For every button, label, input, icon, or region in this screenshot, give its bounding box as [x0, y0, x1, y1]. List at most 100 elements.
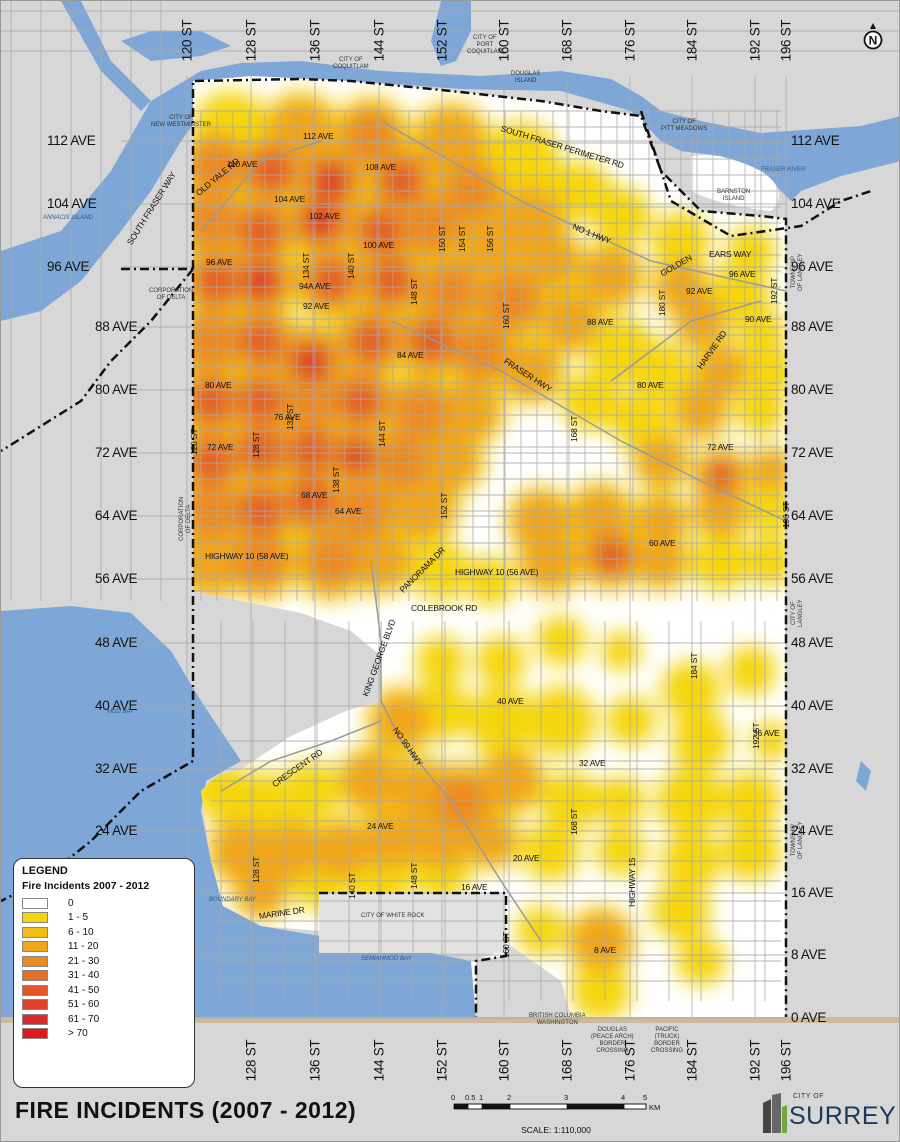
interior-road-label-12: 96 AVE [729, 269, 756, 279]
legend-swatch [22, 941, 48, 953]
logo-mark-icon [763, 1093, 787, 1133]
heat-blob-58-level-4 [343, 443, 369, 469]
heat-blob-83-level-0 [691, 531, 751, 591]
heat-blob-15-level-2 [193, 195, 237, 247]
interior-road-label-8: 92 AVE [303, 301, 330, 311]
street-label-bottom-2: 144 ST [371, 1039, 387, 1082]
interior-street-label-7: 180 ST [657, 289, 667, 316]
street-label-top-7: 176 ST [622, 19, 638, 62]
avenue-label-right-1: 104 AVE [791, 196, 841, 211]
legend-swatch [22, 897, 48, 909]
heat-blob-59-level-2 [375, 435, 427, 487]
place-label-6: CORPORATION OF DELTA [149, 288, 194, 301]
street-label-bottom-7: 184 ST [684, 1039, 700, 1082]
place-label-3: CITY OF NEW WESTMINSTER [151, 115, 211, 128]
scale-tick-label: 1 [479, 1093, 484, 1102]
interior-street-label-4: 154 ST [457, 225, 467, 252]
interior-street-label-20: 128 ST [251, 856, 261, 883]
avenue-label-right-13: 8 AVE [791, 947, 827, 962]
avenue-label-right-11: 24 AVE [791, 823, 834, 838]
avenue-label-right-3: 88 AVE [791, 319, 834, 334]
legend-swatch [22, 955, 48, 967]
heat-blob-19-level-2 [405, 200, 457, 252]
heat-blob-16-level-3 [242, 212, 280, 250]
legend-item: 11 - 20 [22, 940, 186, 955]
heat-blob-111-level-1 [312, 822, 370, 880]
interior-road-label-30: 16 AVE [461, 882, 488, 892]
legend-swatch [22, 970, 48, 982]
interior-street-label-12: 144 ST [377, 420, 387, 447]
heat-blob-43-level-0 [631, 341, 691, 401]
north-arrow-icon: N [863, 23, 883, 50]
interior-street-label-19: 168 ST [569, 808, 579, 835]
street-label-top-9: 192 ST [747, 19, 763, 62]
interior-street-label-0: 134 ST [301, 252, 311, 279]
interior-street-label-24: 160 ST [501, 931, 511, 958]
avenue-label-left-8: 48 AVE [95, 635, 138, 650]
rotated-place-label-2: CITY OF LANGLEY [791, 599, 804, 627]
rotated-place-label-1: TOWNSHIP OF LANGLEY [791, 253, 804, 291]
place-label-1: CITY OF PORT COQUITLAM [467, 35, 503, 55]
interior-street-label-18: 192 ST [751, 722, 761, 749]
legend-label: 51 - 60 [68, 999, 100, 1011]
interior-road-label-10: 88 AVE [587, 317, 614, 327]
north-letter: N [869, 34, 878, 48]
heat-blob-35-level-2 [193, 315, 237, 367]
heat-blob-45-level-0 [746, 346, 786, 396]
interior-road-label-22: HIGHWAY 10 (58 AVE) [205, 551, 289, 561]
interior-road-label-1: 110 AVE [227, 159, 258, 169]
interior-street-label-3: 150 ST [437, 225, 447, 252]
heat-blob-36-level-3 [242, 322, 280, 360]
scale-tick-label: 0 [451, 1093, 456, 1102]
legend-subtitle: Fire Incidents 2007 - 2012 [22, 880, 150, 892]
heat-blob-25-level-3 [197, 262, 235, 300]
avenue-label-left-0: 112 AVE [47, 133, 96, 148]
interior-street-label-21: 140 ST [347, 872, 357, 899]
water-label-0: FRASER RIVER [761, 167, 806, 173]
interior-road-label-11: 92 AVE [686, 286, 713, 296]
heat-blob-56-level-3 [242, 432, 280, 470]
white-rock-area [319, 893, 506, 953]
legend-label: 6 - 10 [68, 926, 94, 938]
legend-label: 61 - 70 [68, 1013, 100, 1025]
legend-item: 6 - 10 [22, 925, 186, 940]
interior-road-label-29: 20 AVE [513, 853, 540, 863]
heat-blob-76-level-2 [305, 535, 357, 587]
street-label-top-1: 128 ST [243, 19, 259, 62]
avenue-label-right-7: 56 AVE [791, 571, 834, 586]
water-label-3: BOUNDARY BAY [209, 897, 256, 903]
legend-panel: LEGEND Fire Incidents 2007 - 2012 0 1 - 5… [13, 858, 195, 1088]
heat-blob-86-level-0 [476, 636, 526, 686]
street-label-bottom-0: 128 ST [243, 1039, 259, 1082]
heat-blob-57-level-3 [292, 432, 330, 470]
place-label-2: DOUGLAS ISLAND [511, 71, 541, 84]
heat-blob-62-level-3 [707, 462, 735, 490]
heatmap-layer [193, 91, 786, 1017]
heat-blob-115-level-0 [521, 821, 581, 881]
place-label-8: BRITISH COLUMBIA WASHINGTON [529, 1013, 586, 1026]
street-label-top-10: 196 ST [778, 19, 794, 62]
heat-blob-46-level-3 [193, 382, 230, 420]
heat-blob-12-level-3 [382, 162, 420, 200]
interior-road-label-6: 96 AVE [206, 257, 233, 267]
legend-swatch [22, 926, 48, 938]
heat-blob-27-level-3 [312, 262, 350, 300]
interior-street-label-22: 148 ST [409, 862, 419, 889]
interior-road-label-3: 104 AVE [274, 194, 306, 204]
street-label-bottom-5: 168 ST [559, 1039, 575, 1082]
interior-road-label-28: 24 AVE [367, 821, 394, 831]
interior-road-label-2: 108 AVE [365, 162, 397, 172]
heat-blob-109-level-1 [212, 822, 270, 880]
road-grid [1, 1, 899, 1019]
street-label-bottom-9: 196 ST [778, 1039, 794, 1082]
street-label-top-4: 152 ST [434, 19, 450, 62]
heat-blob-85-level-0 [416, 636, 466, 686]
street-label-top-3: 144 ST [371, 19, 387, 62]
heat-blob-20-level-1 [458, 208, 524, 274]
street-label-top-8: 184 ST [684, 19, 700, 62]
legend-item: 21 - 30 [22, 954, 186, 969]
interior-road-label-0: 112 AVE [303, 131, 334, 141]
interior-road-label-5: 100 AVE [363, 240, 395, 250]
place-label-10: PACIFIC (TRUCK) BORDER CROSSING [651, 1027, 684, 1054]
heat-blob-55-level-3 [193, 442, 230, 480]
